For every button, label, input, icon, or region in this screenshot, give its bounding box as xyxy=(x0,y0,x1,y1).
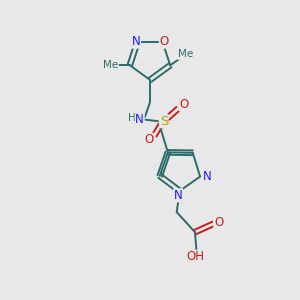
Text: H: H xyxy=(128,113,135,123)
Text: N: N xyxy=(174,189,183,202)
Text: Me: Me xyxy=(103,60,118,70)
Text: S: S xyxy=(160,115,168,128)
Text: N: N xyxy=(132,35,140,48)
Text: O: O xyxy=(179,98,188,111)
Text: O: O xyxy=(214,216,223,229)
Text: O: O xyxy=(159,35,169,48)
Text: OH: OH xyxy=(186,250,204,263)
Text: O: O xyxy=(144,133,153,146)
Text: N: N xyxy=(135,113,144,126)
Text: Me: Me xyxy=(178,50,193,59)
Text: N: N xyxy=(203,170,212,183)
